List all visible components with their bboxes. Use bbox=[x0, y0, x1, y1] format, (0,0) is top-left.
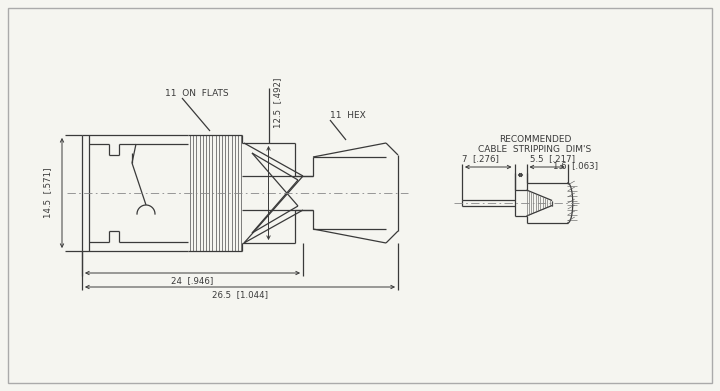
Text: 11  ON  FLATS: 11 ON FLATS bbox=[165, 88, 229, 97]
Text: 24  [.946]: 24 [.946] bbox=[171, 276, 214, 285]
Text: 12.5  [.492]: 12.5 [.492] bbox=[274, 78, 282, 128]
Text: 14.5  [.571]: 14.5 [.571] bbox=[43, 168, 53, 218]
Text: 1.6  [.063]: 1.6 [.063] bbox=[553, 161, 598, 170]
Text: RECOMMENDED: RECOMMENDED bbox=[499, 135, 571, 143]
Text: 5.5  [.217]: 5.5 [.217] bbox=[530, 154, 575, 163]
Text: 11  HEX: 11 HEX bbox=[330, 111, 366, 120]
Text: 26.5  [1.044]: 26.5 [1.044] bbox=[212, 291, 268, 300]
Text: 7  [.276]: 7 [.276] bbox=[462, 154, 499, 163]
Text: CABLE  STRIPPING  DIM'S: CABLE STRIPPING DIM'S bbox=[478, 145, 592, 154]
